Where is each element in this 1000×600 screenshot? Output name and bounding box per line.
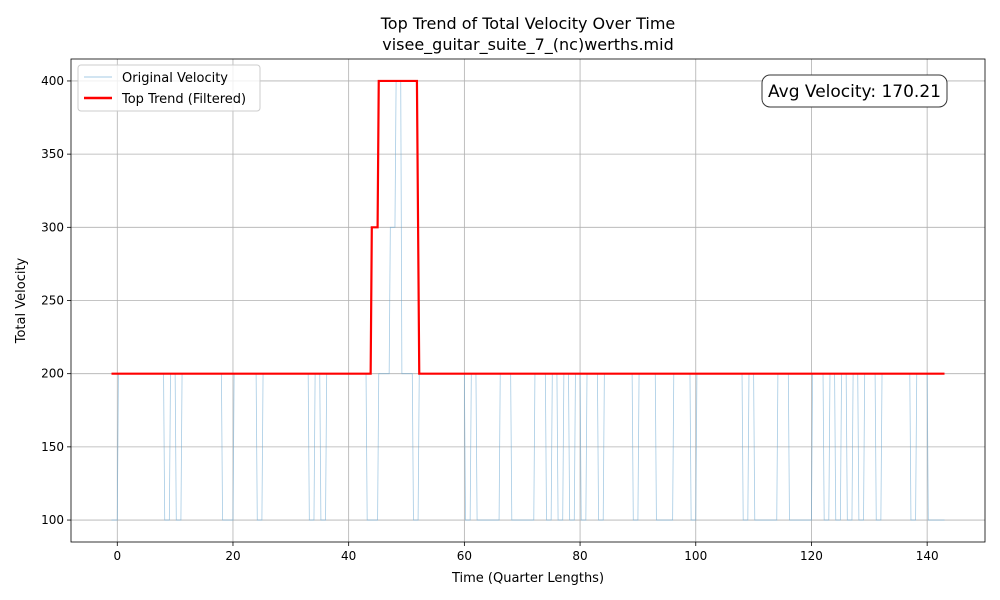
x-tick-label: 40 <box>341 549 356 563</box>
y-tick-label: 400 <box>41 74 64 88</box>
x-tick-label: 100 <box>684 549 707 563</box>
y-tick-label: 100 <box>41 513 64 527</box>
x-tick-label: 20 <box>225 549 240 563</box>
chart-subtitle: visee_guitar_suite_7_(nc)werths.mid <box>382 35 674 55</box>
y-tick-label: 300 <box>41 220 64 234</box>
avg-annotation-box <box>761 74 948 108</box>
series-original-velocity <box>111 80 945 521</box>
y-tick-label: 150 <box>41 440 64 454</box>
series-layer <box>111 79 945 521</box>
x-axis-label: Time (Quarter Lengths) <box>451 571 604 586</box>
legend-label-original: Original Velocity <box>122 71 228 86</box>
y-tick-label: 250 <box>41 294 64 308</box>
y-tick-label: 350 <box>41 147 64 161</box>
avg-annotation-text: Avg Velocity: 170.21 <box>768 82 941 102</box>
tick-layer: 0 20 40 60 80 100 120 140 100 150 200 250 300 350 400 <box>41 74 939 563</box>
y-tick-label: 200 <box>41 367 64 381</box>
x-tick-label: 0 <box>113 549 121 563</box>
legend-label-trend: Top Trend (Filtered) <box>121 92 246 107</box>
x-tick-label: 120 <box>800 549 823 563</box>
series-top-trend <box>111 79 945 375</box>
x-tick-label: 140 <box>916 549 939 563</box>
chart-title: Top Trend of Total Velocity Over Time <box>380 14 676 33</box>
y-axis-label: Total Velocity <box>14 257 29 344</box>
legend-box <box>77 64 261 112</box>
x-tick-label: 80 <box>572 549 587 563</box>
legend: Original Velocity Top Trend (Filtered) <box>77 64 261 112</box>
x-tick-label: 60 <box>457 549 472 563</box>
avg-annotation: Avg Velocity: 170.21 <box>761 74 948 108</box>
